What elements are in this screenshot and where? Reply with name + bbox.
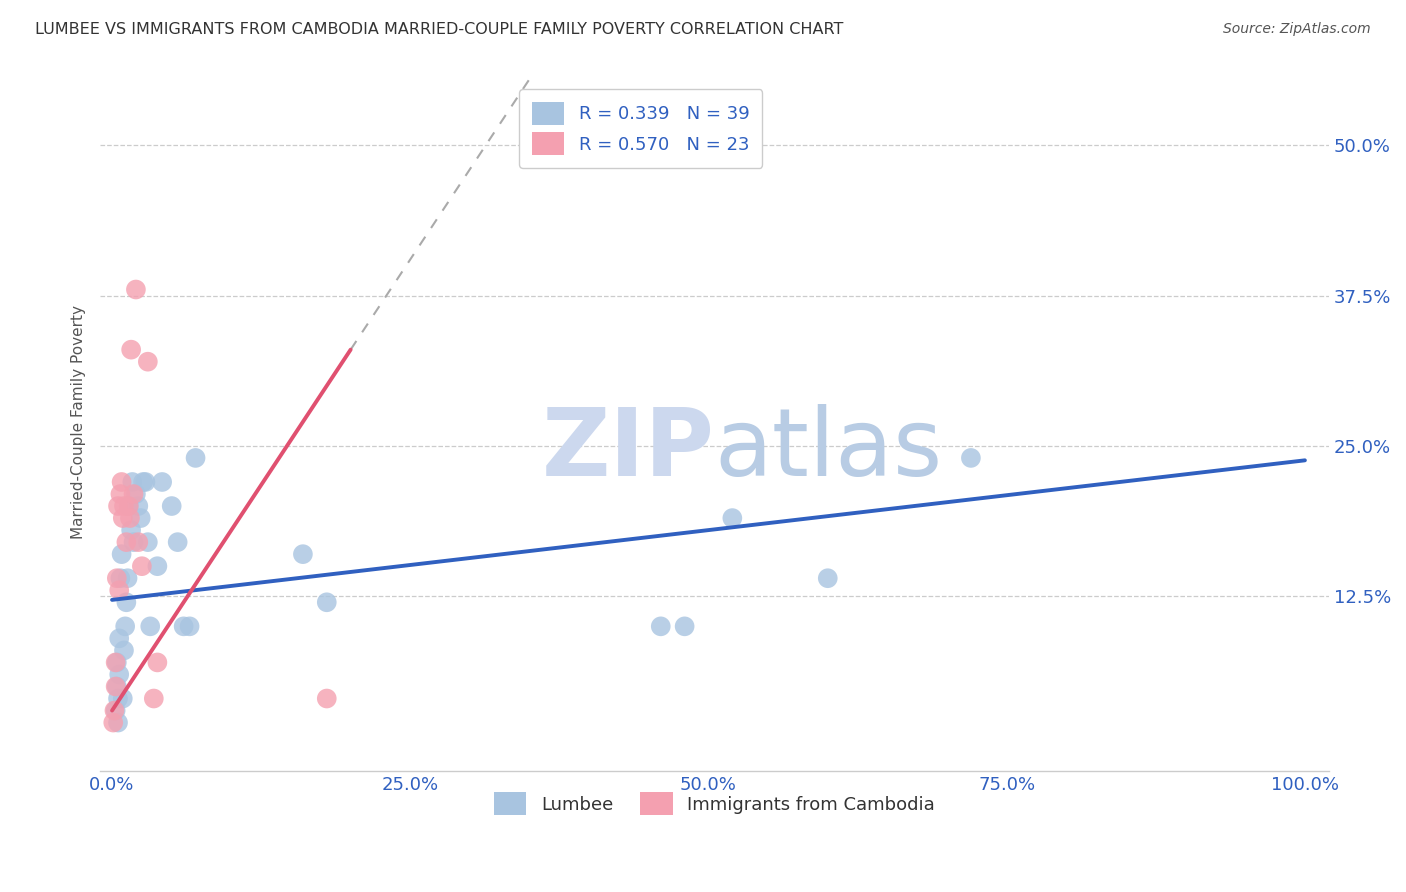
- Point: [111, 691, 134, 706]
- Point: [134, 475, 156, 489]
- Point: [315, 691, 337, 706]
- Point: [112, 643, 135, 657]
- Point: [136, 535, 159, 549]
- Point: [104, 680, 127, 694]
- Point: [146, 656, 169, 670]
- Point: [118, 499, 141, 513]
- Point: [118, 511, 141, 525]
- Point: [125, 487, 148, 501]
- Point: [166, 535, 188, 549]
- Point: [114, 619, 136, 633]
- Point: [291, 547, 314, 561]
- Point: [127, 535, 149, 549]
- Text: atlas: atlas: [714, 404, 942, 496]
- Point: [105, 571, 128, 585]
- Point: [179, 619, 201, 633]
- Point: [127, 499, 149, 513]
- Point: [673, 619, 696, 633]
- Y-axis label: Married-Couple Family Poverty: Married-Couple Family Poverty: [72, 305, 86, 539]
- Point: [104, 704, 127, 718]
- Text: ZIP: ZIP: [541, 404, 714, 496]
- Point: [105, 656, 128, 670]
- Point: [108, 583, 131, 598]
- Point: [108, 667, 131, 681]
- Point: [139, 619, 162, 633]
- Text: Source: ZipAtlas.com: Source: ZipAtlas.com: [1223, 22, 1371, 37]
- Point: [105, 680, 128, 694]
- Text: LUMBEE VS IMMIGRANTS FROM CAMBODIA MARRIED-COUPLE FAMILY POVERTY CORRELATION CHA: LUMBEE VS IMMIGRANTS FROM CAMBODIA MARRI…: [35, 22, 844, 37]
- Point: [110, 571, 132, 585]
- Point: [184, 450, 207, 465]
- Point: [107, 715, 129, 730]
- Point: [103, 715, 125, 730]
- Point: [103, 704, 125, 718]
- Legend: Lumbee, Immigrants from Cambodia: Lumbee, Immigrants from Cambodia: [485, 783, 943, 824]
- Point: [136, 354, 159, 368]
- Point: [721, 511, 744, 525]
- Point: [111, 511, 134, 525]
- Point: [129, 511, 152, 525]
- Point: [107, 691, 129, 706]
- Point: [131, 559, 153, 574]
- Point: [817, 571, 839, 585]
- Point: [125, 283, 148, 297]
- Point: [146, 559, 169, 574]
- Point: [108, 632, 131, 646]
- Point: [650, 619, 672, 633]
- Point: [110, 487, 132, 501]
- Point: [122, 487, 145, 501]
- Point: [115, 595, 138, 609]
- Point: [132, 475, 155, 489]
- Point: [173, 619, 195, 633]
- Point: [121, 475, 143, 489]
- Point: [120, 523, 142, 537]
- Point: [115, 535, 138, 549]
- Point: [122, 535, 145, 549]
- Point: [315, 595, 337, 609]
- Point: [110, 475, 132, 489]
- Point: [118, 499, 141, 513]
- Point: [112, 499, 135, 513]
- Point: [142, 691, 165, 706]
- Point: [110, 547, 132, 561]
- Point: [104, 656, 127, 670]
- Point: [117, 571, 139, 585]
- Point: [960, 450, 983, 465]
- Point: [120, 343, 142, 357]
- Point: [150, 475, 173, 489]
- Point: [107, 499, 129, 513]
- Point: [160, 499, 183, 513]
